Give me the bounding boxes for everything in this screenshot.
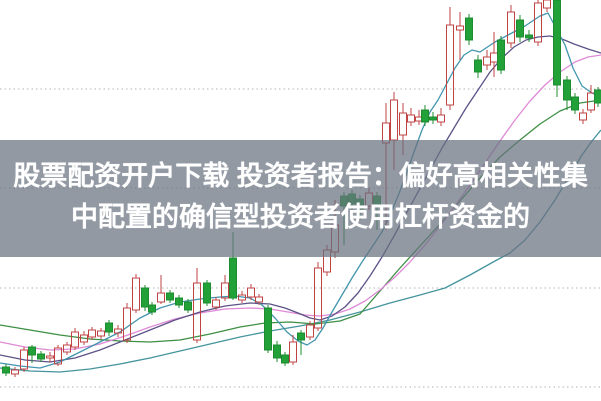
title-banner: 股票配资开户下载 投资者报告：偏好高相关性集 中配置的确信型投资者使用杠杆资金的	[0, 140, 601, 257]
banner-title-line2: 中配置的确信型投资者使用杠杆资金的	[71, 202, 530, 232]
banner-title-line1: 股票配资开户下载 投资者报告：偏好高相关性集	[13, 161, 588, 191]
